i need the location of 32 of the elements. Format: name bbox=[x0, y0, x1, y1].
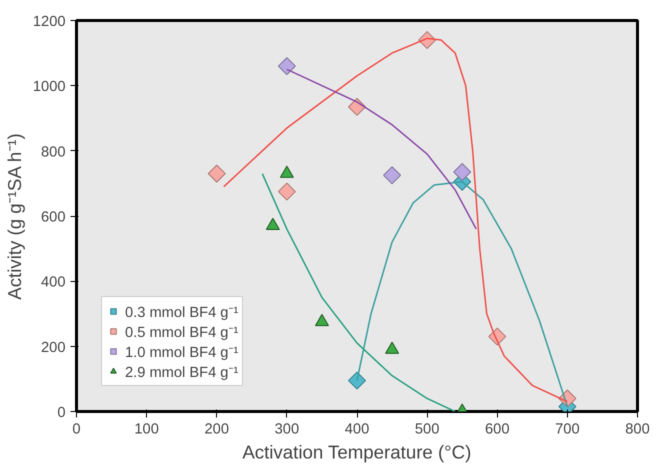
y-tick-label: 400 bbox=[41, 274, 66, 291]
point bbox=[314, 314, 329, 326]
x-tick-label: 600 bbox=[485, 422, 510, 438]
point bbox=[383, 166, 402, 184]
legend-label: 0.3 mmol BF4 g⁻¹ bbox=[125, 304, 238, 321]
y-tick-label: 800 bbox=[41, 144, 66, 160]
legend-label: 2.9 mmol BF4 g⁻¹ bbox=[125, 364, 238, 381]
x-tick-label: 400 bbox=[344, 422, 370, 438]
y-tick-label: 0 bbox=[57, 405, 66, 421]
point bbox=[278, 182, 296, 201]
point bbox=[266, 218, 280, 230]
point bbox=[208, 164, 226, 183]
point bbox=[278, 57, 296, 76]
x-tick-label: 800 bbox=[625, 422, 650, 438]
line-series bbox=[262, 172, 456, 412]
x-tick-label: 500 bbox=[414, 422, 440, 438]
y-axis-title: Activity (g g⁻¹SA h⁻¹) bbox=[4, 133, 25, 300]
point bbox=[453, 163, 472, 181]
y-tick-label: 200 bbox=[41, 340, 66, 356]
x-tick-label: 700 bbox=[555, 422, 580, 438]
legend-label: 0.5 mmol BF4 g⁻¹ bbox=[125, 324, 238, 341]
x-tick-label: 300 bbox=[274, 422, 300, 438]
y-tick-label: 1200 bbox=[32, 14, 66, 30]
legend-label: 1.0 mmol BF4 g⁻¹ bbox=[125, 344, 238, 361]
point bbox=[385, 342, 400, 354]
point bbox=[348, 372, 366, 390]
x-axis-title: Activation Temperature (°C) bbox=[242, 442, 472, 462]
y-tick-label: 600 bbox=[41, 210, 66, 226]
y-tick-label: 1000 bbox=[32, 79, 66, 96]
x-tick-label: 0 bbox=[72, 422, 81, 438]
x-tick-label: 200 bbox=[204, 422, 229, 438]
x-tick-label: 100 bbox=[134, 422, 159, 438]
